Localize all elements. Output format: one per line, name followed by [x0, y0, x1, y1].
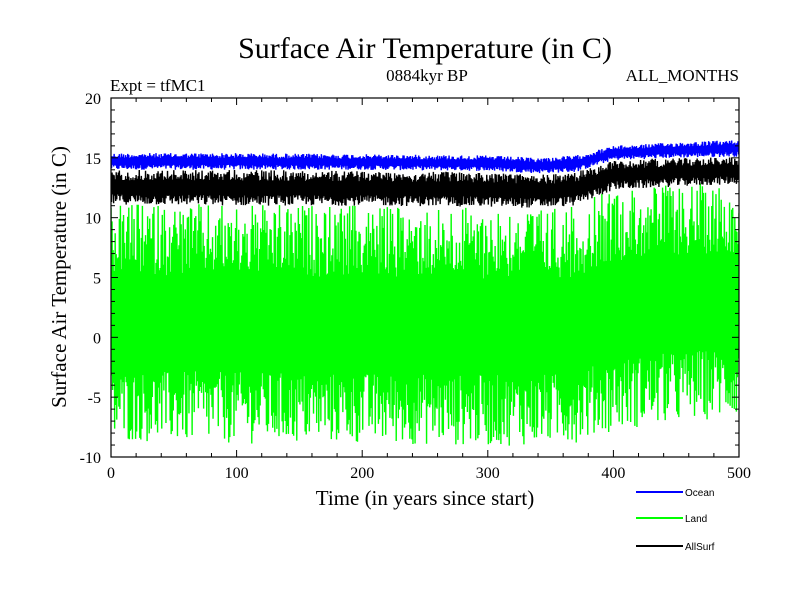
- legend: Ocean Land AllSurf: [636, 488, 715, 553]
- legend-label-allsurf: AllSurf: [685, 542, 715, 553]
- x-tick-label: 400: [601, 465, 625, 482]
- x-tick-label: 100: [225, 465, 249, 482]
- y-tick-label: -5: [88, 390, 101, 407]
- y-axis-label: Surface Air Temperature (in C): [47, 146, 71, 408]
- legend-label-ocean: Ocean: [685, 488, 714, 499]
- x-tick-label: 500: [727, 465, 751, 482]
- y-tick-label: 15: [85, 151, 101, 168]
- y-tick-label: 10: [85, 211, 101, 228]
- plot-area: [111, 140, 739, 446]
- y-tick-label: -10: [80, 450, 101, 467]
- axes: 0 100 200 300 400 500 20 15 10 5 0 -5 -10: [80, 91, 751, 482]
- period-label: 0884kyr BP: [386, 66, 468, 85]
- x-tick-label: 200: [350, 465, 374, 482]
- x-tick-label: 300: [476, 465, 500, 482]
- months-label: ALL_MONTHS: [626, 66, 739, 85]
- y-tick-label: 20: [85, 91, 101, 108]
- x-axis-label: Time (in years since start): [316, 486, 535, 510]
- y-tick-label: 0: [93, 330, 101, 347]
- series-line-allsurf: [111, 157, 739, 208]
- experiment-label: Expt = tfMC1: [110, 76, 206, 95]
- x-tick-label: 0: [107, 465, 115, 482]
- y-tick-label: 5: [93, 271, 101, 288]
- series-line-ocean: [111, 140, 739, 174]
- series-line-land: [111, 183, 739, 446]
- legend-label-land: Land: [685, 514, 707, 525]
- chart-title: Surface Air Temperature (in C): [238, 32, 612, 65]
